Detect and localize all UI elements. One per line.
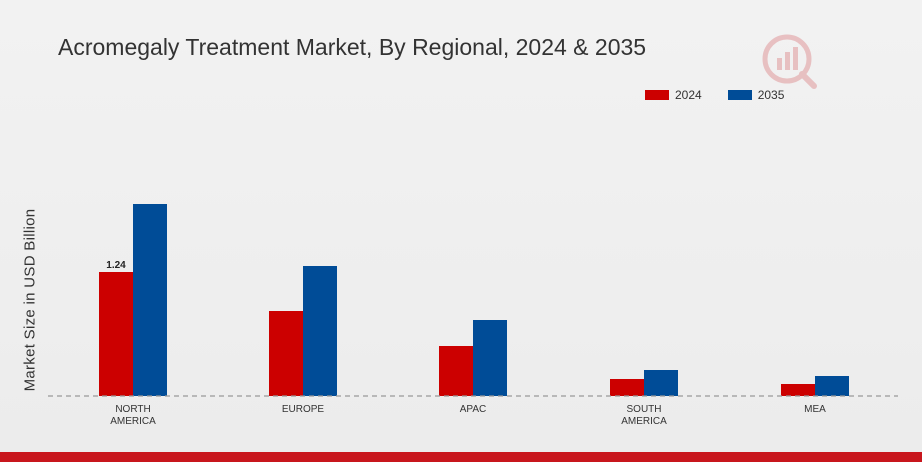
- legend-swatch-2035: [727, 90, 752, 100]
- bar-2035-apac: [473, 320, 507, 396]
- chart-title: Acromegaly Treatment Market, By Regional…: [58, 34, 647, 60]
- x-tick-label-south-america-line2: AMERICA: [621, 416, 667, 427]
- chart-legend: 2024 2035: [645, 88, 810, 102]
- legend-label-2024: 2024: [675, 88, 702, 102]
- x-tick-label-apac: APAC: [460, 404, 487, 415]
- x-tick-label-mea: MEA: [804, 404, 826, 415]
- x-tick-label-north-america-line1: NORTH: [115, 404, 150, 415]
- bar-2024-mea: [781, 384, 815, 396]
- legend-item-2035: 2035: [727, 88, 785, 102]
- bar-2024-south-america: [610, 379, 644, 396]
- x-tick-label-south-america-line1: SOUTH: [627, 404, 662, 415]
- bar-2035-europe: [303, 266, 337, 396]
- x-tick-label-north-america-line2: AMERICA: [110, 416, 156, 427]
- x-tick-label-europe: EUROPE: [282, 404, 325, 415]
- bar-2035-north-america: [133, 204, 167, 396]
- footer-accent-bar: [0, 452, 922, 462]
- bar-2024-apac: [439, 346, 473, 396]
- data-label-2024-north-america: 1.24: [106, 260, 126, 271]
- watermark-logo-icon: [760, 32, 818, 90]
- bar-2035-south-america: [644, 370, 678, 396]
- bar-2024-europe: [269, 311, 303, 396]
- bar-2024-north-america: [99, 272, 133, 396]
- legend-swatch-2024: [645, 90, 669, 100]
- legend-label-2035: 2035: [757, 88, 785, 102]
- bar-2035-mea: [815, 376, 849, 396]
- legend-item-2024: 2024: [645, 88, 702, 102]
